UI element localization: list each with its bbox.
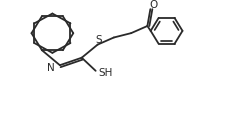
Text: SH: SH xyxy=(98,68,113,78)
Text: N: N xyxy=(47,63,55,73)
Text: O: O xyxy=(149,0,157,10)
Text: S: S xyxy=(95,35,102,45)
